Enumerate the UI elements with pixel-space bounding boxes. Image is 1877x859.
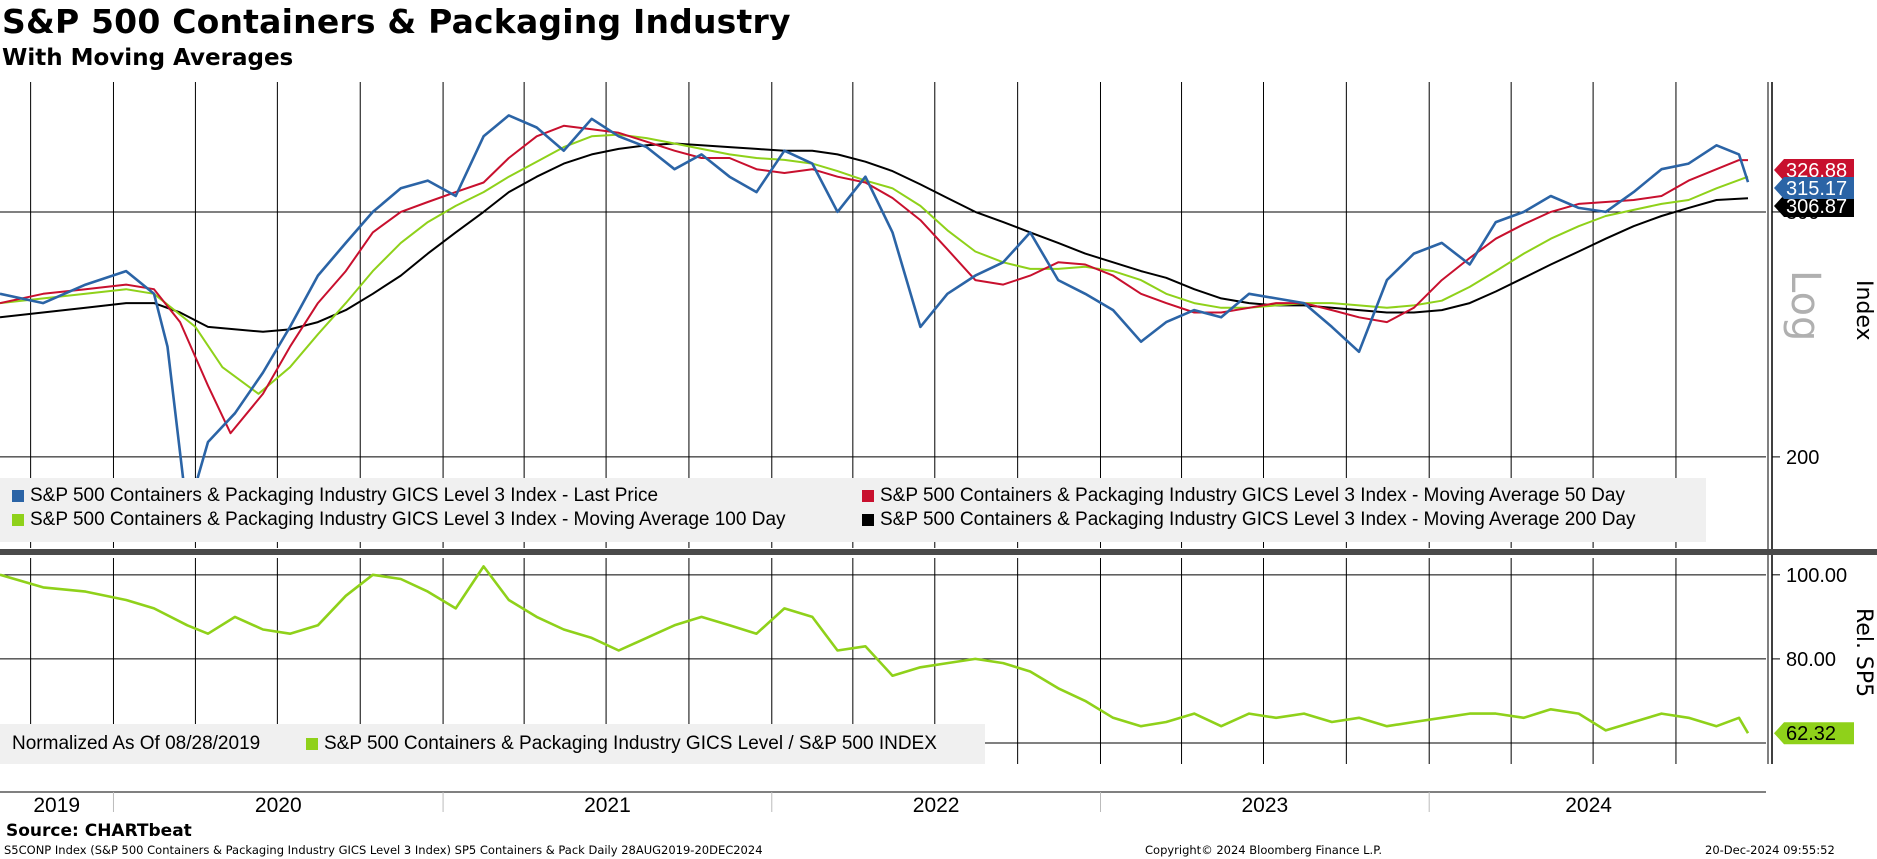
y-tick-label-lower: 80.00 <box>1786 649 1836 671</box>
series-line-price <box>0 114 1750 516</box>
last-value-relative-text: 62.32 <box>1786 723 1836 745</box>
legend-swatch-ma100 <box>12 514 24 526</box>
last-value-ma50-tag <box>1774 159 1854 181</box>
series-line-ma50 <box>0 124 1748 435</box>
legend-swatch-ma200 <box>862 514 874 526</box>
lower-legend: Normalized As Of 08/28/2019 S&P 500 Cont… <box>0 724 985 764</box>
x-tick-label: 2022 <box>913 794 960 817</box>
footer-right: 20-Dec-2024 09:55:52 <box>1705 843 1835 857</box>
legend-label-ma200: S&P 500 Containers & Packaging Industry … <box>880 509 1636 530</box>
last-value-price-text: 315.17 <box>1786 178 1847 200</box>
legend-swatch-ma50 <box>862 490 874 502</box>
x-tick-label: 2024 <box>1565 794 1612 817</box>
legend-label-normalized: Normalized As Of 08/28/2019 <box>12 733 261 754</box>
last-value-ma50-text: 326.88 <box>1786 160 1847 182</box>
legend-label-relative: S&P 500 Containers & Packaging Industry … <box>324 733 937 754</box>
legend-label-price: S&P 500 Containers & Packaging Industry … <box>30 485 659 506</box>
upper-y-axis-title: Index <box>1851 280 1876 341</box>
last-value-ma200-tag <box>1774 195 1854 217</box>
upper-panel-series <box>0 114 1750 516</box>
legend-swatch-price <box>12 490 24 502</box>
last-value-ma200-text: 306.87 <box>1786 196 1847 218</box>
last-value-relative-tag <box>1774 722 1854 745</box>
upper-panel-grid <box>0 82 1766 548</box>
footer-center: Copyright© 2024 Bloomberg Finance L.P. <box>1145 843 1382 857</box>
y-tick-label-lower: 100.00 <box>1786 565 1847 587</box>
chart-subtitle: With Moving Averages <box>2 45 294 71</box>
legend-label-ma50: S&P 500 Containers & Packaging Industry … <box>880 485 1625 506</box>
series-line-ma200 <box>0 142 1749 333</box>
x-tick-label: 2023 <box>1241 794 1288 817</box>
axis-ticks: 20030080.00100.0020192020202120222023202… <box>33 202 1847 817</box>
legend-label-ma100: S&P 500 Containers & Packaging Industry … <box>30 509 786 530</box>
legend-item-ma100: S&P 500 Containers & Packaging Industry … <box>12 508 786 532</box>
chart-title: S&P 500 Containers & Packaging Industry <box>2 2 791 41</box>
log-scale-label: Log <box>1782 270 1828 342</box>
lower-panel-series <box>0 565 1750 734</box>
upper-legend: S&P 500 Containers & Packaging Industry … <box>0 478 1706 542</box>
x-tick-label: 2020 <box>255 794 302 817</box>
chart-frame <box>0 82 1877 793</box>
x-tick-label: 2021 <box>584 794 631 817</box>
legend-item-relative: S&P 500 Containers & Packaging Industry … <box>306 732 937 756</box>
y-tick-label-upper: 200 <box>1786 447 1819 469</box>
series-line-ma100 <box>0 133 1749 395</box>
lower-y-axis-title: Rel. SP5 <box>1851 608 1876 698</box>
legend-item-price: S&P 500 Containers & Packaging Industry … <box>12 484 658 508</box>
series-line-relative <box>0 565 1750 734</box>
legend-item-normalized: Normalized As Of 08/28/2019 <box>12 732 260 756</box>
last-value-price-tag <box>1774 177 1854 199</box>
legend-item-ma50: S&P 500 Containers & Packaging Industry … <box>862 484 1625 508</box>
source-label: Source: CHARTbeat <box>6 821 192 841</box>
legend-swatch-relative <box>306 738 318 750</box>
panel-divider <box>0 549 1877 555</box>
legend-item-ma200: S&P 500 Containers & Packaging Industry … <box>862 508 1636 532</box>
footer-left: S5CONP Index (S&P 500 Containers & Packa… <box>4 843 763 857</box>
x-tick-label: 2019 <box>33 794 80 817</box>
